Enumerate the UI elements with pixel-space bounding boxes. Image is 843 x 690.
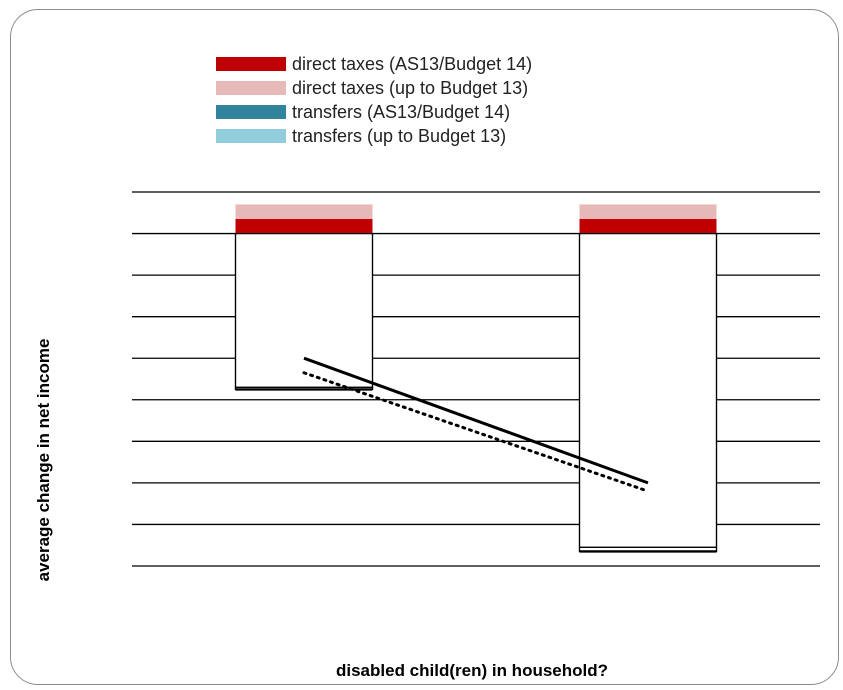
legend-swatch [216,105,286,119]
bar-segment [579,219,717,234]
bar-segment [579,204,717,220]
legend-item: transfers (AS13/Budget 14) [216,100,532,124]
legend-swatch [216,57,286,71]
dotted-line [302,371,650,493]
legend-swatch [216,129,286,143]
legend-item: direct taxes (up to Budget 13) [216,76,532,100]
solid-line [303,356,649,485]
legend-label: direct taxes (up to Budget 13) [292,77,529,98]
bar-segment [235,204,373,220]
legend-swatch [216,81,286,95]
legend-item: transfers (up to Budget 13) [216,124,532,148]
bar-segment [578,232,718,548]
legend: direct taxes (AS13/Budget 14) direct tax… [216,52,532,148]
y-axis-label: average change in net income [34,338,53,582]
bar-segment [235,219,373,234]
legend-item: direct taxes (AS13/Budget 14) [216,52,532,76]
legend-label: direct taxes (AS13/Budget 14) [292,53,533,74]
legend-label: transfers (up to Budget 13) [292,125,507,146]
bar-segment [234,232,374,388]
x-axis-label: disabled child(ren) in household? [335,661,609,680]
legend-label: transfers (AS13/Budget 14) [292,101,511,122]
